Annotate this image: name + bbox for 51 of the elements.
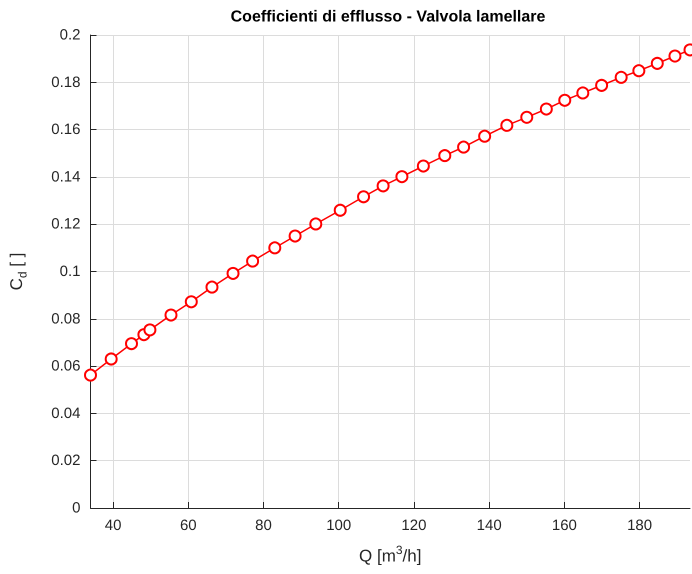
point: [309, 217, 322, 230]
point: [500, 118, 514, 132]
point: [184, 295, 198, 308]
point: [632, 64, 646, 78]
point: [84, 368, 97, 382]
x-tick-label: 40: [104, 517, 122, 534]
point: [576, 86, 590, 100]
point: [614, 70, 628, 84]
point: [416, 160, 430, 173]
point: [520, 110, 534, 124]
point: [226, 266, 240, 280]
x-tick-label: 140: [476, 517, 502, 534]
point: [540, 102, 553, 116]
point: [143, 323, 156, 336]
point: [268, 241, 282, 254]
y-tick-label: 0.02: [51, 452, 80, 470]
chart-title: Coefficienti di efflusso - Valvola lamellare: [230, 8, 546, 26]
y-tick-label: 0.14: [51, 168, 80, 186]
point: [334, 204, 347, 217]
point: [125, 337, 138, 350]
y-tick-label: 0.06: [51, 358, 80, 375]
point: [288, 230, 302, 243]
point: [668, 50, 682, 63]
y-tick-label: 0.1: [60, 263, 80, 280]
point: [595, 78, 608, 92]
y-tick-label: 0.08: [51, 310, 80, 328]
y-tick-label: 0.2: [60, 26, 80, 44]
y-tick-label: 0.16: [51, 121, 80, 138]
y-tick-label: 0: [72, 500, 80, 516]
y-tick-label: 0.12: [51, 216, 80, 233]
y-tick-label: 0.04: [51, 404, 80, 422]
point: [438, 149, 452, 162]
point: [164, 308, 178, 322]
x-tick-label: 180: [627, 517, 652, 534]
point: [376, 179, 390, 192]
point: [246, 254, 260, 268]
point: [650, 56, 664, 70]
point: [357, 190, 370, 204]
point: [558, 94, 572, 107]
x-tick-label: 60: [180, 517, 197, 534]
point: [395, 170, 408, 184]
point: [478, 130, 492, 143]
point: [104, 352, 118, 366]
x-tick-label: 160: [552, 517, 577, 534]
x-tick-label: 120: [401, 517, 426, 534]
y-tick-label: 0.18: [51, 74, 80, 91]
point: [457, 140, 470, 154]
x-tick-label: 80: [255, 517, 272, 534]
point: [205, 280, 218, 294]
y-axis-title: Cd [ ]: [7, 252, 30, 290]
x-tick-label: 100: [326, 517, 352, 534]
